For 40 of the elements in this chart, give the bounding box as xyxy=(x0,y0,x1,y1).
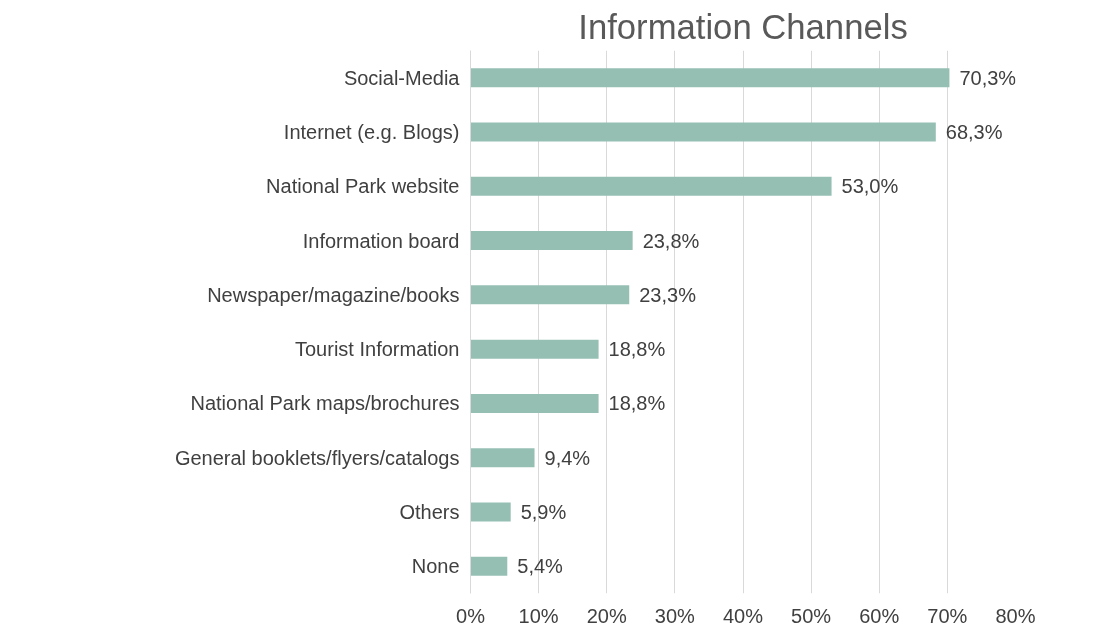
chart-title: Information Channels xyxy=(578,7,908,46)
bar xyxy=(470,556,508,576)
data-label: 5,9% xyxy=(520,501,567,524)
y-tick-label: Social-Media xyxy=(343,66,461,89)
bar xyxy=(470,68,950,88)
bar xyxy=(470,231,633,251)
bar xyxy=(470,502,511,522)
data-label: 18,8% xyxy=(608,392,666,415)
y-tick-label: None xyxy=(411,555,460,578)
x-tick-label: 80% xyxy=(995,604,1036,627)
x-tick-label: 70% xyxy=(927,604,968,627)
data-label: 9,4% xyxy=(544,446,591,469)
bar xyxy=(470,448,535,468)
x-tick-label: 20% xyxy=(586,604,627,627)
data-label: 23,8% xyxy=(642,229,700,252)
data-label: 68,3% xyxy=(945,120,1003,143)
y-tick-label: National Park maps/brochures xyxy=(190,392,460,415)
x-tick-label: 60% xyxy=(859,604,900,627)
y-tick-label: Internet (e.g. Blogs) xyxy=(283,120,460,143)
data-label: 53,0% xyxy=(841,175,899,198)
data-label: 23,3% xyxy=(639,283,697,306)
y-tick-label: Information board xyxy=(302,229,460,252)
x-tick-label: 0% xyxy=(456,604,486,627)
y-tick-label: Newspaper/magazine/books xyxy=(207,283,460,306)
bar xyxy=(470,285,630,305)
bar xyxy=(470,393,599,413)
y-tick-label: Tourist Information xyxy=(294,338,460,361)
y-tick-label: National Park website xyxy=(266,175,460,198)
y-tick-label: Others xyxy=(399,501,460,524)
y-tick-label: General booklets/flyers/catalogs xyxy=(174,446,460,469)
x-tick-label: 50% xyxy=(791,604,832,627)
x-tick-label: 10% xyxy=(518,604,559,627)
data-label: 70,3% xyxy=(959,66,1017,89)
data-label: 5,4% xyxy=(517,555,564,578)
x-tick-label: 30% xyxy=(654,604,696,627)
bar xyxy=(470,339,599,359)
data-label: 18,8% xyxy=(608,338,666,361)
bar xyxy=(470,122,936,142)
x-tick-label: 40% xyxy=(722,604,764,627)
bar xyxy=(470,176,832,196)
